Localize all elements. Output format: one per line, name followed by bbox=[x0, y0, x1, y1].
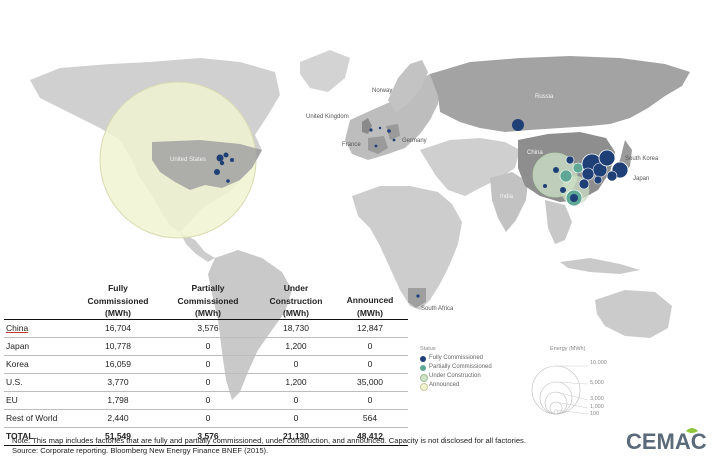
us-fully-bubble bbox=[216, 154, 224, 162]
australia-shape bbox=[595, 290, 672, 338]
logo-text: CEMAC bbox=[626, 429, 707, 454]
size-legend-circles bbox=[531, 365, 589, 415]
south-america-shape bbox=[208, 250, 292, 400]
table-top-rule bbox=[4, 319, 408, 320]
size-label: 100 bbox=[590, 411, 600, 417]
label-south-korea: South Korea bbox=[625, 156, 659, 162]
china-partially-bubble bbox=[559, 169, 573, 183]
footnote-source: Source: Corporate reporting. Bloomberg N… bbox=[12, 446, 269, 455]
label-france: France bbox=[342, 142, 361, 148]
russia-fully-bubble bbox=[512, 119, 524, 131]
greenland-shape bbox=[300, 50, 350, 92]
middle-east-shape bbox=[420, 138, 520, 196]
table-row: Japan 10,778 0 1,200 0 bbox=[4, 338, 408, 356]
label-norway: Norway bbox=[372, 88, 393, 94]
label-south-africa: South Africa bbox=[421, 306, 454, 312]
africa-shape bbox=[352, 186, 462, 310]
table-total-row: TOTAL 51,549 3,576 21,130 48,412 bbox=[4, 428, 408, 446]
legend-title: Status bbox=[420, 346, 436, 352]
table-row: Korea 16,059 0 0 0 bbox=[4, 356, 408, 374]
row-label: China bbox=[6, 323, 29, 333]
row-label: Japan bbox=[6, 341, 30, 351]
south-africa-shape bbox=[408, 288, 426, 308]
footnote: Note: This map includes factories that a… bbox=[12, 436, 622, 456]
indonesia-shape bbox=[560, 258, 640, 274]
india-shape bbox=[490, 172, 528, 232]
table-row: EU 1,798 0 0 0 bbox=[4, 392, 408, 410]
table-row: U.S. 3,770 0 1,200 35,000 bbox=[4, 374, 408, 392]
label-china: China bbox=[527, 150, 543, 156]
row-label: Rest of World bbox=[6, 413, 58, 423]
status-legend: Status Fully Commissioned Partially Comm… bbox=[418, 342, 558, 406]
cemac-logo: CEMAC bbox=[626, 425, 716, 455]
germany-shape bbox=[386, 124, 400, 140]
table-row: China 16,704 3,576 18,730 12,847 bbox=[4, 320, 408, 338]
size-label: 1,000 bbox=[590, 404, 604, 410]
row-label: Korea bbox=[6, 359, 29, 369]
dot-icon bbox=[420, 365, 426, 371]
size-legend-title: Energy (MWh) bbox=[550, 346, 586, 352]
header-fully-commissioned: Fully Commissioned (MWh) bbox=[87, 283, 149, 318]
label-japan: Japan bbox=[633, 176, 650, 182]
dot-icon bbox=[420, 356, 426, 362]
label-uk: United Kingdom bbox=[306, 114, 349, 120]
size-legend: Energy (MWh) 10,000 5,000 3,000 1,000 10… bbox=[530, 346, 630, 418]
label-germany: Germany bbox=[402, 138, 427, 144]
korea-fully-bubble bbox=[598, 149, 616, 167]
header-partially-commissioned: Partially Commissioned (MWh) bbox=[177, 283, 239, 318]
label-us: United States bbox=[170, 157, 207, 163]
label-russia: Russia bbox=[535, 94, 554, 100]
dot-icon bbox=[420, 383, 428, 391]
row-label: U.S. bbox=[6, 377, 23, 387]
leaf-icon bbox=[686, 428, 698, 433]
se-asia-shape bbox=[545, 200, 572, 244]
label-india: India bbox=[500, 194, 514, 200]
russia-shape bbox=[430, 56, 690, 132]
france-shape bbox=[368, 136, 388, 154]
scandinavia-shape bbox=[388, 60, 428, 112]
size-label: 3,000 bbox=[590, 396, 604, 402]
central-america-shape bbox=[180, 232, 215, 262]
size-label: 5,000 bbox=[590, 380, 604, 386]
row-label: EU bbox=[6, 395, 18, 405]
header-announced: Announced (MWh) bbox=[346, 295, 394, 318]
footnote-note: Note: This map includes factories that a… bbox=[12, 436, 526, 445]
table-row: Rest of World 2,440 0 0 564 bbox=[4, 410, 408, 428]
header-under-construction: Under Construction (MWh) bbox=[269, 283, 323, 318]
size-label: 10,000 bbox=[590, 360, 607, 366]
dot-icon bbox=[420, 374, 428, 382]
